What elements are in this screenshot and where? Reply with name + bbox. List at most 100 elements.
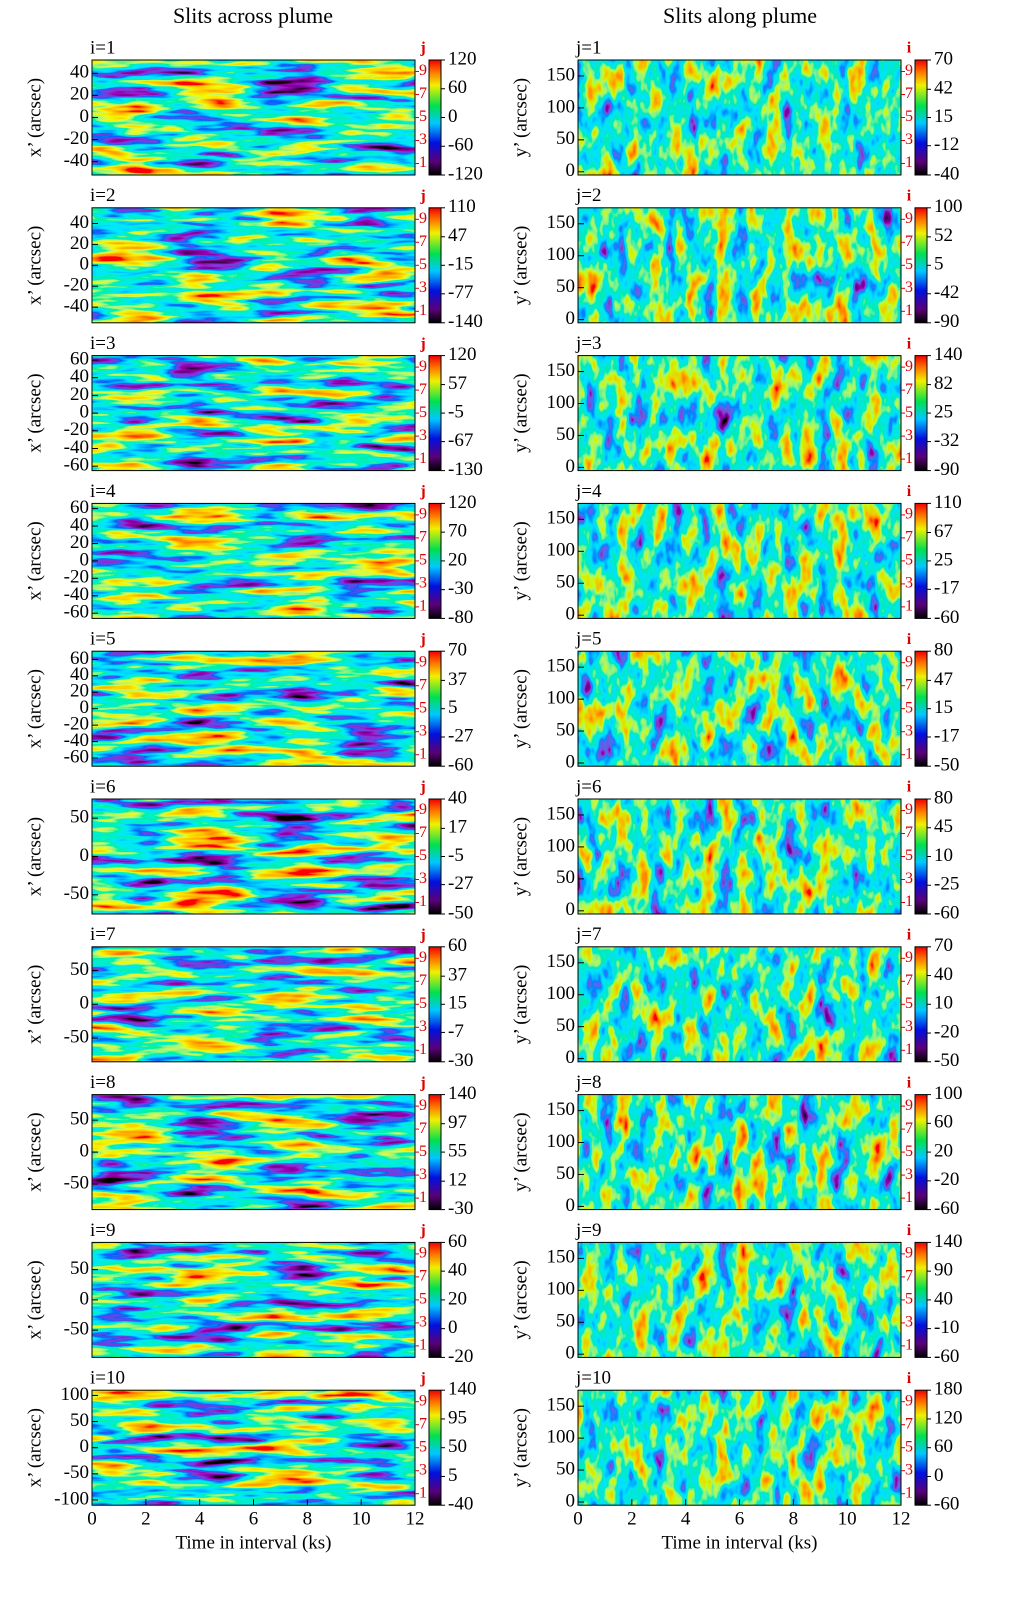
colorbar-tick-label: 47 (448, 225, 467, 246)
colorbar-tick-label: 40 (934, 1288, 953, 1309)
index-tick-label: 5 (905, 995, 913, 1012)
y-axis-label: x’ (arcsec) (24, 226, 45, 305)
colorbar (428, 502, 442, 619)
index-tick-label: 7 (905, 1415, 913, 1432)
colorbar-label: j (419, 1370, 425, 1387)
colorbar-label: i (907, 187, 912, 204)
colorbar-label: i (907, 1222, 912, 1239)
y-tick-label: -50 (64, 1172, 89, 1193)
heatmap (92, 799, 415, 914)
x-tick-label: 2 (141, 1509, 151, 1530)
colorbar-label: j (419, 779, 425, 796)
y-axis-label: x’ (arcsec) (24, 1112, 45, 1191)
index-tick-label: 9 (905, 1392, 913, 1409)
index-tick-label: 3 (419, 722, 427, 739)
colorbar-tick-label: 60 (448, 77, 467, 98)
colorbar-tick-label: 20 (448, 1288, 467, 1309)
x-tick-label: 0 (573, 1509, 583, 1530)
index-tick-label: 3 (419, 1166, 427, 1183)
colorbar-tick-label: 5 (448, 1465, 458, 1486)
y-tick-label: 100 (547, 1279, 576, 1300)
y-tick-label: 40 (70, 664, 89, 685)
y-tick-label: 50 (70, 1109, 89, 1130)
y-tick-label: 150 (547, 1247, 576, 1268)
y-tick-label: -60 (64, 455, 89, 476)
colorbar-tick-label: -15 (448, 254, 473, 275)
index-tick-label: 7 (905, 972, 913, 989)
index-tick-label: 7 (905, 824, 913, 841)
colorbar-tick-label: 0 (934, 1465, 944, 1486)
colorbar-label: j (419, 926, 425, 943)
colorbar-tick-label: 17 (448, 817, 467, 838)
y-axis-label: y’ (arcsec) (510, 817, 531, 896)
panel-label: j=7 (575, 924, 602, 945)
colorbar-label: i (907, 631, 912, 648)
y-tick-label: 50 (556, 276, 575, 297)
colorbar-tick-label: -60 (934, 1198, 959, 1219)
colorbar-tick-label: 12 (448, 1170, 467, 1191)
y-tick-label: 100 (547, 835, 576, 856)
colorbar-label: j (419, 631, 425, 648)
y-axis-label: x’ (arcsec) (24, 373, 45, 452)
x-tick-label: 12 (892, 1509, 911, 1530)
y-tick-label: 20 (70, 681, 89, 702)
y-tick-label: 100 (547, 1131, 576, 1152)
colorbar-tick-label: -42 (934, 282, 959, 303)
index-tick-label: 3 (905, 427, 913, 444)
y-tick-label: 50 (556, 1311, 575, 1332)
colorbar-tick-label: 120 (448, 492, 477, 513)
colorbar-tick-label: -60 (934, 1346, 959, 1367)
colorbar-tick-label: 95 (448, 1407, 467, 1428)
index-tick-label: 5 (419, 847, 427, 864)
colorbar-tick-label: 50 (448, 1436, 467, 1457)
index-tick-label: 7 (419, 1120, 427, 1137)
y-tick-label: -40 (64, 730, 89, 751)
colorbar-tick-label: 100 (934, 1083, 963, 1104)
colorbar-tick-label: -40 (934, 163, 959, 184)
panel-label: i=3 (90, 333, 116, 354)
colorbar-tick-label: 140 (448, 1379, 477, 1400)
colorbar-tick-label: -60 (934, 902, 959, 923)
colorbar (428, 946, 442, 1063)
colorbar-tick-label: -90 (934, 459, 959, 480)
y-tick-label: 0 (566, 456, 576, 477)
index-tick-label: 1 (419, 1189, 427, 1206)
index-tick-label: 1 (905, 598, 913, 615)
colorbar-tick-label: 82 (934, 373, 953, 394)
index-tick-label: 1 (419, 450, 427, 467)
y-tick-label: 100 (547, 392, 576, 413)
panel-label: i=9 (90, 1220, 116, 1241)
index-tick-label: 3 (419, 870, 427, 887)
colorbar-tick-label: 37 (448, 965, 467, 986)
y-tick-label: -100 (54, 1488, 89, 1509)
colorbar (428, 59, 442, 176)
y-tick-label: -50 (64, 1319, 89, 1340)
index-tick-label: 5 (419, 256, 427, 273)
y-tick-label: 50 (70, 959, 89, 980)
y-tick-label: 150 (547, 951, 576, 972)
y-tick-label: 150 (547, 1099, 576, 1120)
colorbar (428, 207, 442, 324)
y-tick-label: 50 (556, 128, 575, 149)
panel-label: i=5 (90, 629, 116, 650)
y-axis-label: x’ (arcsec) (24, 1408, 45, 1487)
index-tick-label: 3 (419, 575, 427, 592)
colorbar-tick-label: -130 (448, 459, 483, 480)
index-tick-label: 3 (419, 1461, 427, 1478)
y-axis-label: y’ (arcsec) (510, 373, 531, 452)
y-tick-label: 40 (70, 212, 89, 233)
index-tick-label: 1 (419, 1484, 427, 1501)
colorbar (428, 650, 442, 767)
colorbar-tick-label: 140 (448, 1083, 477, 1104)
colorbar-tick-label: 37 (448, 669, 467, 690)
heatmap (578, 946, 901, 1062)
index-tick-label: 9 (905, 653, 913, 670)
panel-label: j=1 (575, 37, 602, 58)
index-tick-label: 1 (905, 745, 913, 762)
index-tick-label: 1 (419, 893, 427, 910)
colorbar-tick-label: 70 (934, 935, 953, 956)
index-tick-label: 1 (419, 745, 427, 762)
colorbar-tick-label: 40 (448, 787, 467, 808)
y-tick-label: 20 (70, 532, 89, 553)
